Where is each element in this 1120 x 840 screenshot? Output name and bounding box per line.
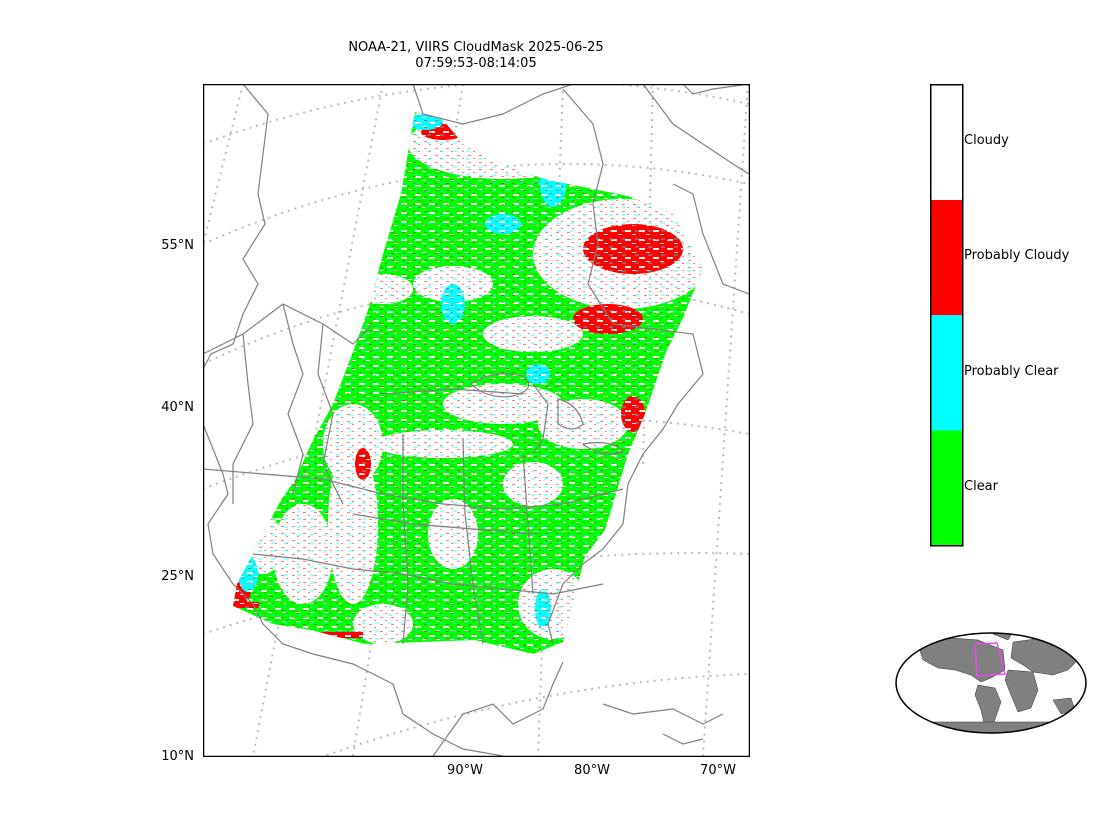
globe-inset-map <box>895 632 1087 734</box>
lon-label-90w: 90°W <box>447 763 483 778</box>
cloudmask-map <box>203 84 750 757</box>
inset-frame <box>895 632 1087 734</box>
title-line-1: NOAA-21, VIIRS CloudMask 2025-06-25 <box>348 40 604 55</box>
colorbar-label-cloudy: Cloudy <box>964 133 1009 148</box>
colorbar-segment-probably-clear <box>930 315 963 431</box>
lat-label-25n: 25°N <box>161 569 194 584</box>
lon-label-80w: 80°W <box>574 763 610 778</box>
map-title: NOAA-21, VIIRS CloudMask 2025-06-25 07:5… <box>203 40 749 72</box>
coastlines <box>203 84 749 756</box>
swath-footprint-box <box>974 642 1006 677</box>
lat-label-40n: 40°N <box>161 400 194 415</box>
colorbar-label-clear: Clear <box>964 479 998 494</box>
lon-label-70w: 70°W <box>700 763 736 778</box>
colorbar-segment-cloudy <box>930 84 963 200</box>
colorbar-frame <box>930 84 964 547</box>
map-frame <box>203 84 750 757</box>
viirs-swath <box>233 112 703 654</box>
colorbar-label-probably-cloudy: Probably Cloudy <box>964 248 1070 263</box>
colorbar-label-probably-clear: Probably Clear <box>964 364 1059 379</box>
colorbar <box>930 84 964 547</box>
colorbar-segment-clear <box>930 430 963 546</box>
title-line-2: 07:59:53-08:14:05 <box>415 56 537 71</box>
lat-label-55n: 55°N <box>161 238 194 253</box>
lat-label-10n: 10°N <box>161 749 194 764</box>
colorbar-segment-probably-cloudy <box>930 200 963 316</box>
great-lakes <box>470 373 624 455</box>
